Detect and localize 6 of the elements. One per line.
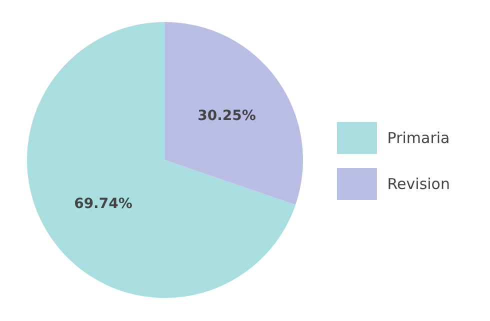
pie-slice [27,22,296,298]
data-label: 30.25% [198,108,256,124]
pie-slice [165,22,303,205]
data-label: 69.74% [74,196,132,212]
legend-label: Revision [387,174,450,192]
legend-label: Primaria [387,128,450,146]
